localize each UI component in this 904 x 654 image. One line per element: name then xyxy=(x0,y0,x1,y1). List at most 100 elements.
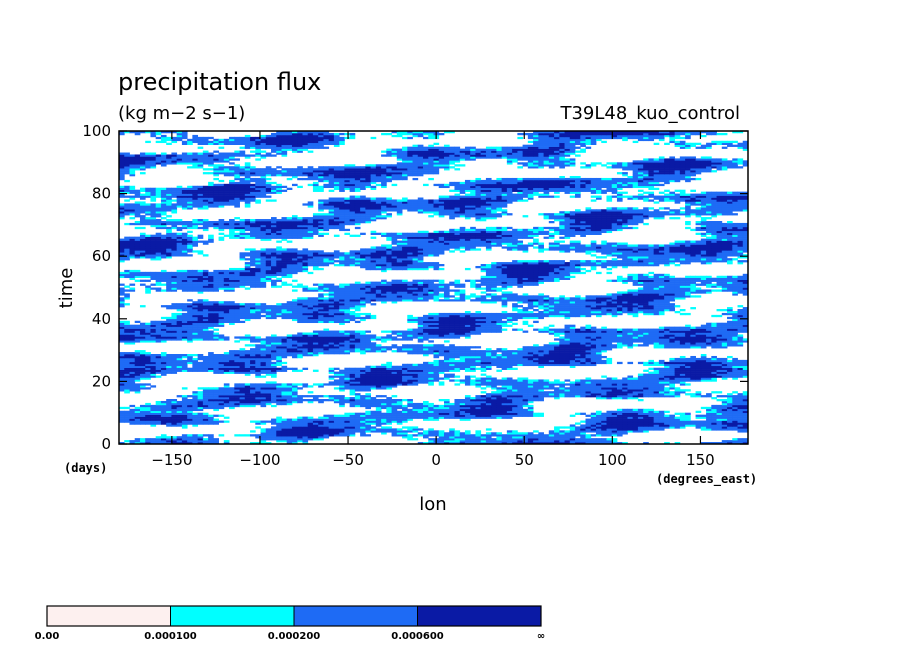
heatmap-cell xyxy=(407,336,413,339)
heatmap-cell xyxy=(134,410,141,413)
heatmap-cell xyxy=(721,342,728,345)
heatmap-cell xyxy=(229,361,235,365)
heatmap-cell xyxy=(711,340,717,343)
heatmap-cell xyxy=(580,391,586,394)
heatmap-cell xyxy=(234,399,240,402)
heatmap-cell xyxy=(197,440,204,443)
heatmap-cell xyxy=(506,414,513,417)
heatmap-cell xyxy=(470,416,476,419)
heatmap-cell xyxy=(187,310,193,314)
heatmap-cell xyxy=(564,342,571,345)
heatmap-cell xyxy=(134,369,141,372)
heatmap-cell xyxy=(695,332,702,335)
heatmap-cell xyxy=(459,438,466,441)
heatmap-cell xyxy=(370,344,377,347)
heatmap-cell xyxy=(732,330,738,333)
heatmap-cell xyxy=(365,377,371,380)
heatmap-cell xyxy=(632,387,639,390)
heatmap-cell xyxy=(192,359,199,363)
heatmap-cell xyxy=(485,330,492,333)
heatmap-cell xyxy=(512,328,518,331)
heatmap-cell xyxy=(475,367,482,370)
heatmap-cell xyxy=(496,383,503,386)
heatmap-cell xyxy=(585,426,592,429)
heatmap-cell xyxy=(475,310,482,314)
heatmap-cell xyxy=(333,309,340,312)
heatmap-cell xyxy=(580,395,586,398)
heatmap-cell xyxy=(454,326,461,329)
heatmap-cell xyxy=(737,406,744,410)
heatmap-cell xyxy=(459,357,466,361)
heatmap-cell xyxy=(375,416,382,419)
heatmap-cell xyxy=(281,426,288,429)
heatmap-cell xyxy=(328,377,335,380)
heatmap-cell xyxy=(223,387,230,390)
heatmap-cell xyxy=(538,395,544,398)
heatmap-cell xyxy=(522,383,529,386)
heatmap-cell xyxy=(643,412,649,415)
heatmap-cell xyxy=(381,363,387,367)
heatmap-cell xyxy=(145,330,151,333)
heatmap-cell xyxy=(580,424,586,427)
heatmap-cell xyxy=(370,316,377,320)
heatmap-cell xyxy=(312,310,319,314)
heatmap-cell xyxy=(737,324,744,327)
heatmap-cell xyxy=(664,330,670,333)
heatmap-cell xyxy=(459,412,466,415)
heatmap-cell xyxy=(464,352,471,355)
heatmap-cell xyxy=(333,420,340,423)
heatmap-cell xyxy=(669,424,676,427)
heatmap-cell xyxy=(464,314,471,318)
heatmap-cell xyxy=(575,393,581,396)
heatmap-cell xyxy=(176,412,183,415)
heatmap-cell xyxy=(669,385,676,388)
heatmap-cell xyxy=(533,363,539,367)
heatmap-cell xyxy=(302,320,309,324)
heatmap-cell xyxy=(354,348,361,351)
heatmap-cell xyxy=(533,344,539,347)
heatmap-cell xyxy=(181,397,188,400)
heatmap-cell xyxy=(627,346,634,349)
heatmap-cell xyxy=(449,367,455,370)
heatmap-cell xyxy=(721,359,728,363)
heatmap-cell xyxy=(349,310,356,314)
heatmap-cell xyxy=(648,361,655,365)
heatmap-cell xyxy=(695,426,702,429)
heatmap-cell xyxy=(255,371,261,374)
heatmap-cell xyxy=(664,393,670,396)
heatmap-cell xyxy=(590,326,597,329)
heatmap-cell xyxy=(737,361,744,365)
heatmap-cell xyxy=(727,316,733,320)
heatmap-cell xyxy=(134,406,141,410)
heatmap-cell xyxy=(595,430,602,433)
heatmap-cell xyxy=(627,408,634,412)
heatmap-cell xyxy=(438,352,445,355)
heatmap-cell xyxy=(160,412,167,415)
heatmap-cell xyxy=(459,320,466,324)
heatmap-cell xyxy=(307,318,314,322)
heatmap-cell xyxy=(250,307,256,310)
heatmap-cell xyxy=(679,371,686,374)
heatmap-cell xyxy=(575,434,581,437)
heatmap-cell xyxy=(428,348,434,351)
heatmap-cell xyxy=(627,338,634,341)
heatmap-cell xyxy=(318,416,324,419)
heatmap-cell xyxy=(601,344,607,347)
heatmap-cell xyxy=(585,418,592,421)
heatmap-cell xyxy=(658,428,665,431)
heatmap-cell xyxy=(160,354,167,357)
heatmap-cell xyxy=(328,312,335,316)
heatmap-cell xyxy=(569,348,576,351)
heatmap-cell xyxy=(548,352,555,355)
heatmap-cell xyxy=(611,334,618,337)
heatmap-cell xyxy=(538,440,544,443)
heatmap-cell xyxy=(349,397,356,400)
heatmap-cell xyxy=(433,367,440,370)
heatmap-cell xyxy=(139,340,146,343)
heatmap-cell xyxy=(360,375,366,378)
heatmap-cell xyxy=(218,307,225,310)
heatmap-cell xyxy=(407,348,413,351)
heatmap-cell xyxy=(307,438,314,441)
heatmap-cell xyxy=(548,332,555,335)
heatmap-cell xyxy=(328,375,335,378)
